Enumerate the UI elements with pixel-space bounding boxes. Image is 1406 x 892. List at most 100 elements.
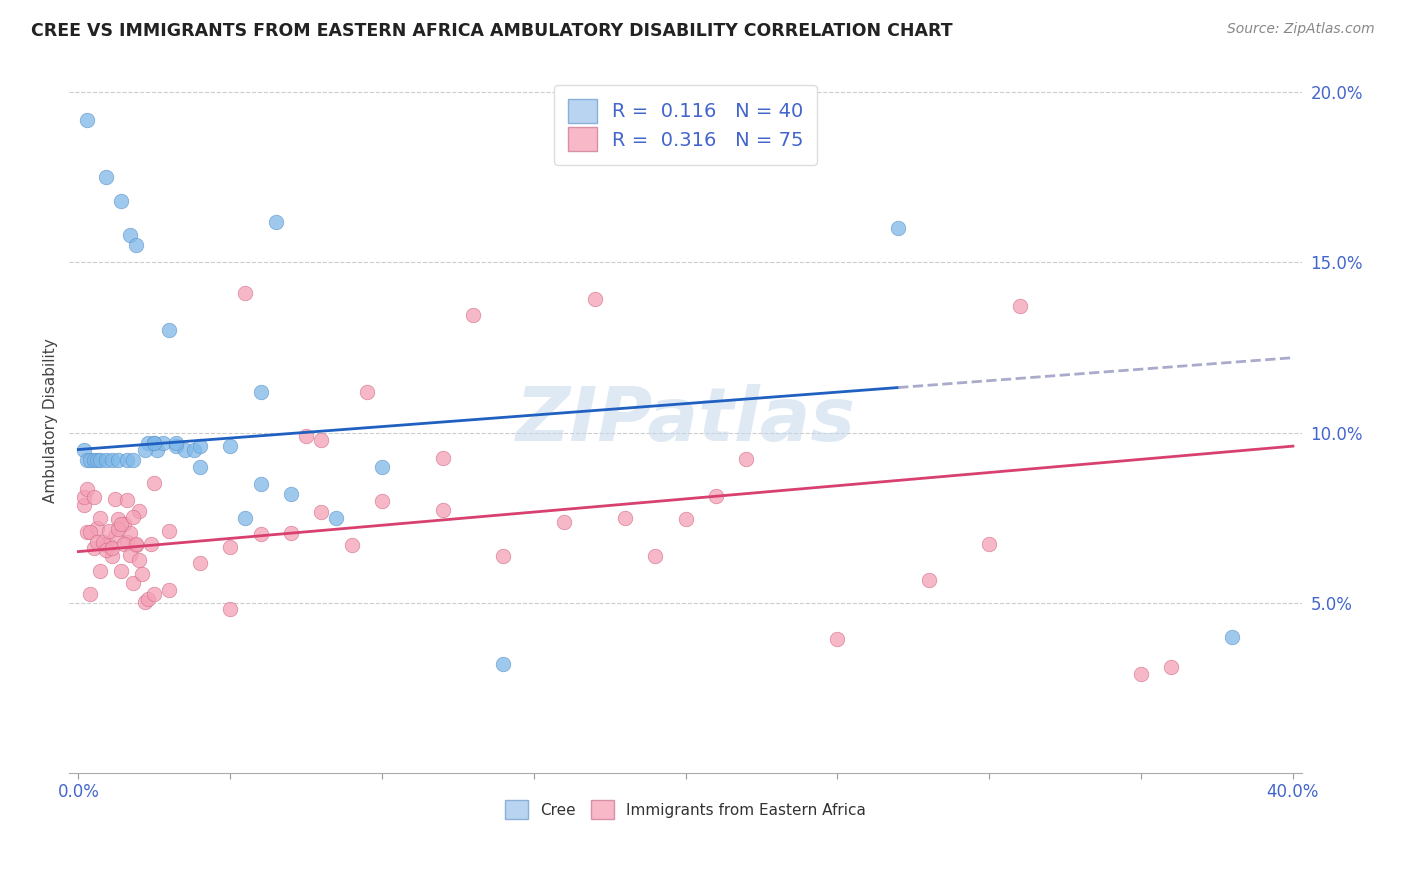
Point: [141, 537, 163, 551]
Text: Source: ZipAtlas.com: Source: ZipAtlas.com: [1227, 22, 1375, 37]
Point: [76, 525, 98, 540]
Point: [249, 476, 271, 491]
Point: [110, 516, 132, 531]
Point: [979, 537, 1001, 551]
Point: [143, 587, 166, 601]
Point: [143, 435, 166, 450]
Point: [735, 452, 758, 467]
Point: [79, 524, 101, 539]
Point: [219, 439, 242, 453]
Point: [122, 509, 145, 524]
Point: [118, 548, 141, 562]
Point: [125, 537, 148, 551]
Point: [644, 549, 666, 563]
Point: [94, 170, 117, 185]
Point: [107, 452, 129, 467]
Point: [104, 529, 127, 543]
Point: [219, 540, 242, 554]
Point: [107, 512, 129, 526]
Point: [1160, 660, 1182, 674]
Point: [325, 510, 347, 524]
Point: [152, 435, 174, 450]
Point: [94, 542, 117, 557]
Point: [76, 452, 98, 467]
Point: [112, 537, 135, 551]
Point: [100, 452, 122, 467]
Point: [704, 489, 727, 503]
Point: [188, 557, 211, 571]
Point: [159, 583, 181, 598]
Text: CREE VS IMMIGRANTS FROM EASTERN AFRICA AMBULATORY DISABILITY CORRELATION CHART: CREE VS IMMIGRANTS FROM EASTERN AFRICA A…: [31, 22, 952, 40]
Point: [79, 452, 101, 467]
Point: [100, 549, 122, 564]
Point: [249, 384, 271, 399]
Point: [89, 452, 111, 467]
Point: [134, 595, 156, 609]
Point: [100, 541, 122, 555]
Point: [125, 238, 148, 252]
Point: [235, 285, 257, 300]
Point: [86, 535, 108, 549]
Point: [165, 439, 187, 453]
Point: [97, 524, 120, 538]
Point: [583, 292, 606, 306]
Point: [340, 538, 363, 552]
Point: [94, 452, 117, 467]
Point: [83, 452, 105, 467]
Point: [115, 493, 138, 508]
Y-axis label: Ambulatory Disability: Ambulatory Disability: [44, 338, 58, 503]
Point: [356, 384, 378, 399]
Point: [122, 575, 145, 590]
Point: [136, 435, 159, 450]
Point: [165, 435, 187, 450]
Point: [432, 502, 454, 516]
Point: [128, 504, 150, 518]
Point: [295, 429, 318, 443]
Text: ZIPatlas: ZIPatlas: [516, 384, 856, 457]
Point: [159, 524, 181, 538]
Point: [76, 112, 98, 127]
Point: [280, 525, 302, 540]
Point: [73, 498, 96, 512]
Point: [249, 526, 271, 541]
Point: [183, 442, 205, 457]
Point: [371, 459, 394, 474]
Point: [280, 487, 302, 501]
Point: [134, 442, 156, 457]
Point: [91, 537, 114, 551]
Point: [827, 632, 849, 646]
Point: [371, 494, 394, 508]
Point: [613, 511, 636, 525]
Point: [1130, 666, 1153, 681]
Point: [110, 564, 132, 578]
Point: [309, 433, 332, 447]
Point: [188, 439, 211, 453]
Point: [492, 657, 515, 671]
Point: [461, 309, 484, 323]
Point: [83, 490, 105, 504]
Point: [159, 323, 181, 337]
Point: [118, 228, 141, 243]
Point: [73, 490, 96, 504]
Point: [917, 573, 939, 587]
Point: [1220, 630, 1243, 644]
Point: [91, 534, 114, 549]
Point: [675, 512, 697, 526]
Point: [89, 511, 111, 525]
Point: [1008, 299, 1031, 313]
Point: [131, 567, 153, 582]
Point: [553, 515, 575, 529]
Point: [115, 452, 138, 467]
Point: [432, 450, 454, 465]
Point: [112, 516, 135, 531]
Point: [128, 553, 150, 567]
Point: [887, 221, 910, 235]
Point: [83, 541, 105, 556]
Point: [115, 535, 138, 549]
Point: [146, 442, 169, 457]
Point: [143, 476, 166, 491]
Point: [173, 442, 195, 457]
Point: [107, 522, 129, 536]
Point: [86, 452, 108, 467]
Point: [264, 214, 287, 228]
